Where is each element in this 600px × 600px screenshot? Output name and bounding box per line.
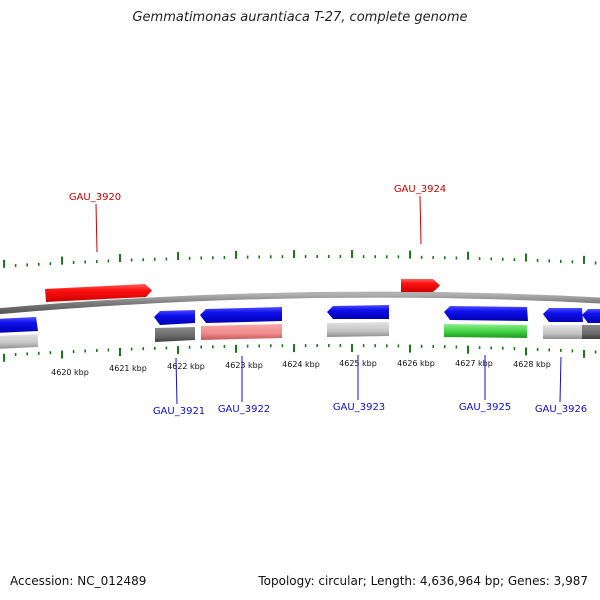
- kbp-label: 4624 kbp: [282, 360, 320, 369]
- kbp-label: 4627 kbp: [455, 359, 493, 368]
- feature-bar-gau-3926: [543, 325, 583, 339]
- gene-gau-3921-arrow[interactable]: [154, 310, 195, 325]
- kbp-label: 4620 kbp: [51, 368, 89, 377]
- leader-line-gau-3920: [95, 203, 98, 253]
- leader-line-gau-3926: [559, 356, 562, 403]
- gene-labels: GAU_3920 GAU_3924 GAU_3921 GAU_3922 GAU_…: [69, 184, 587, 417]
- gene-gau-3922-arrow[interactable]: [200, 307, 282, 323]
- gene-label-gau-3925[interactable]: GAU_3925: [459, 402, 511, 413]
- gene-label-gau-3920[interactable]: GAU_3920: [69, 192, 121, 203]
- outer-tick-row: [3, 250, 597, 268]
- feature-bar-gau-3922: [201, 324, 282, 340]
- kbp-label: 4628 kbp: [513, 360, 551, 369]
- gene-edge-right-arrow[interactable]: [582, 309, 600, 323]
- gene-gau-3925-arrow[interactable]: [444, 306, 528, 321]
- accession-text: Accession: NC_012489: [10, 574, 147, 588]
- feature-bar-gau-3921: [155, 327, 195, 342]
- gene-gau-3923-arrow[interactable]: [327, 305, 389, 319]
- kbp-labels: 4620 kbp 4621 kbp 4622 kbp 4623 kbp 4624…: [51, 359, 551, 377]
- gene-label-gau-3926[interactable]: GAU_3926: [535, 404, 587, 415]
- kbp-label: 4622 kbp: [167, 362, 205, 371]
- leader-line-gau-3921: [175, 357, 178, 405]
- feature-bar-edge-left: [0, 334, 38, 349]
- gene-edge-left-arrow[interactable]: [0, 317, 38, 333]
- kbp-label: 4623 kbp: [225, 361, 263, 370]
- gene-label-gau-3921[interactable]: GAU_3921: [153, 406, 205, 417]
- feature-bar-edge-right: [582, 325, 600, 339]
- kbp-label: 4626 kbp: [397, 359, 435, 368]
- gene-gau-3926-arrow[interactable]: [543, 308, 583, 322]
- gene-gau-3924-arrow[interactable]: [401, 279, 440, 292]
- gene-label-gau-3924[interactable]: GAU_3924: [394, 184, 446, 195]
- leader-lines: [95, 195, 562, 405]
- gene-gau-3920-arrow[interactable]: [45, 284, 152, 302]
- inner-tick-row: [3, 344, 597, 362]
- feature-bar-gau-3923: [327, 322, 389, 337]
- gene-label-gau-3923[interactable]: GAU_3923: [333, 402, 385, 413]
- feature-bar-gau-3925: [444, 324, 527, 338]
- backbone-arc: [0, 291, 600, 315]
- map-title: Gemmatimonas aurantiaca T-27, complete g…: [132, 10, 468, 25]
- kbp-label: 4621 kbp: [109, 364, 147, 373]
- genome-summary-text: Topology: circular; Length: 4,636,964 bp…: [258, 574, 588, 588]
- leader-line-gau-3924: [419, 195, 422, 245]
- gene-label-gau-3922[interactable]: GAU_3922: [218, 404, 270, 415]
